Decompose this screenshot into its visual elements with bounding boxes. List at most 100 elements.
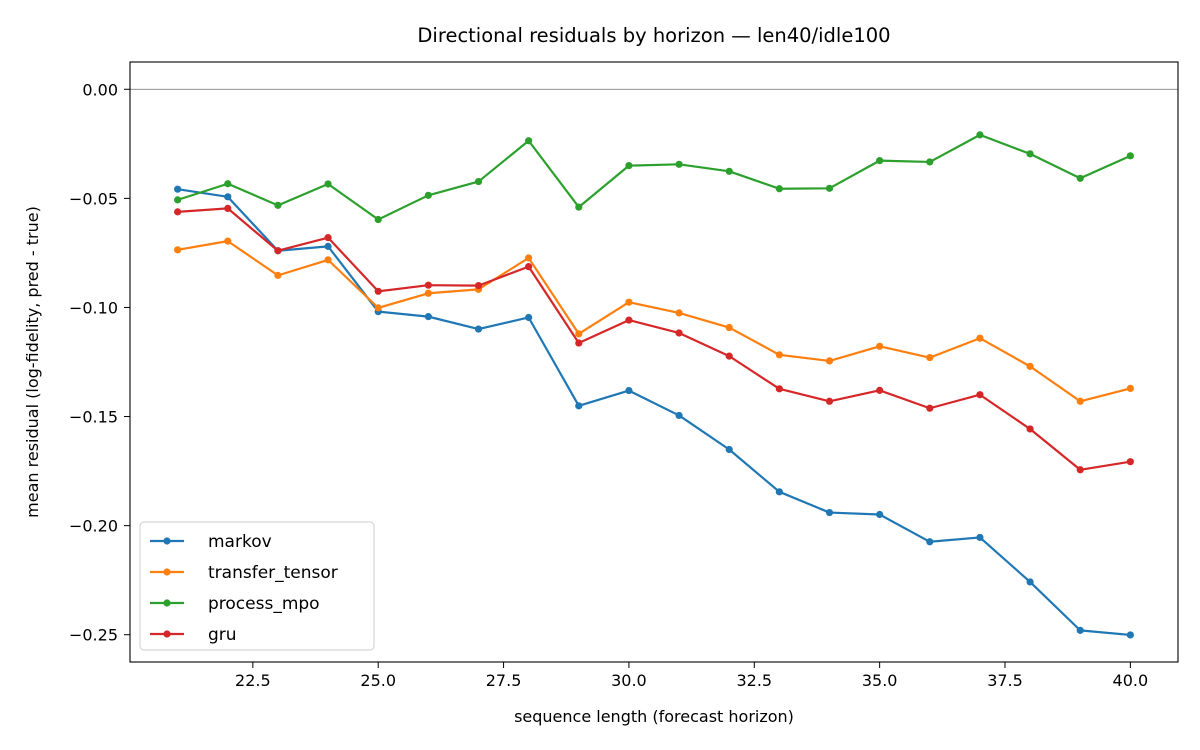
data-point-transfer_tensor — [525, 254, 533, 262]
legend-marker-process_mpo — [163, 599, 171, 607]
data-point-transfer_tensor — [625, 298, 633, 306]
y-axis-label: mean residual (log-fidelity, pred - true… — [23, 206, 42, 518]
data-point-gru — [625, 316, 633, 324]
legend-label-transfer_tensor: transfer_tensor — [208, 563, 338, 583]
data-point-gru — [525, 263, 533, 271]
data-point-process_mpo — [174, 196, 182, 204]
data-point-gru — [926, 404, 934, 412]
x-tick-label: 37.5 — [987, 671, 1023, 690]
data-point-gru — [174, 208, 182, 216]
x-tick-label: 27.5 — [486, 671, 522, 690]
data-point-gru — [1026, 425, 1034, 433]
data-point-gru — [1076, 466, 1084, 474]
data-point-transfer_tensor — [424, 289, 432, 297]
x-tick-label: 30.0 — [611, 671, 647, 690]
legend-marker-transfer_tensor — [163, 568, 171, 576]
data-point-gru — [575, 339, 583, 347]
data-point-markov — [675, 411, 683, 420]
legend-marker-markov — [163, 537, 171, 545]
y-tick-label: −0.20 — [69, 517, 118, 536]
data-point-gru — [1126, 458, 1134, 466]
data-point-transfer_tensor — [174, 246, 182, 254]
data-point-markov — [1026, 578, 1034, 586]
data-point-process_mpo — [1026, 150, 1034, 158]
data-point-process_mpo — [675, 160, 683, 168]
axes-frame — [129, 61, 1179, 663]
data-point-process_mpo — [825, 184, 834, 192]
x-tick-label: 22.5 — [235, 671, 271, 690]
data-point-transfer_tensor — [675, 309, 683, 317]
x-axis-label: sequence length (forecast horizon) — [514, 707, 794, 726]
data-point-process_mpo — [976, 131, 984, 139]
x-tick-label: 32.5 — [736, 671, 772, 690]
data-point-markov — [575, 402, 583, 410]
y-tick-label: −0.15 — [69, 408, 118, 427]
data-point-gru — [374, 287, 382, 295]
data-point-markov — [976, 533, 984, 542]
data-point-gru — [474, 282, 483, 290]
x-tick-label: 40.0 — [1113, 671, 1149, 690]
data-point-process_mpo — [274, 201, 282, 209]
data-point-gru — [424, 281, 432, 289]
data-point-process_mpo — [1076, 174, 1084, 182]
data-point-transfer_tensor — [825, 357, 834, 365]
data-point-markov — [825, 508, 834, 517]
data-point-process_mpo — [575, 203, 583, 211]
data-point-process_mpo — [224, 180, 232, 188]
data-point-transfer_tensor — [926, 354, 934, 362]
x-tick-label: 25.0 — [360, 671, 396, 690]
legend-label-gru: gru — [208, 625, 237, 645]
y-tick-label: −0.25 — [69, 626, 118, 645]
legend-marker-gru — [163, 630, 171, 638]
data-point-transfer_tensor — [374, 304, 382, 312]
data-point-transfer_tensor — [324, 256, 332, 264]
data-point-process_mpo — [525, 137, 533, 145]
data-point-gru — [675, 329, 683, 337]
data-point-markov — [1076, 626, 1084, 634]
series-line-process_mpo — [177, 133, 1131, 221]
data-point-markov — [725, 445, 733, 454]
data-point-process_mpo — [424, 191, 432, 199]
data-point-gru — [274, 247, 282, 255]
data-point-gru — [324, 234, 332, 242]
series-line-transfer_tensor — [177, 240, 1131, 403]
legend-box — [139, 521, 375, 651]
data-point-process_mpo — [775, 185, 783, 193]
data-point-markov — [926, 538, 934, 546]
y-tick-label: 0.00 — [82, 80, 118, 99]
y-tick-label: −0.05 — [69, 189, 118, 208]
data-point-gru — [976, 391, 984, 399]
data-point-markov — [876, 510, 884, 519]
data-point-process_mpo — [725, 167, 733, 175]
data-point-process_mpo — [876, 157, 884, 165]
x-tick-label: 35.0 — [862, 671, 898, 690]
data-point-gru — [725, 352, 733, 360]
data-point-transfer_tensor — [1026, 362, 1034, 370]
data-point-markov — [525, 313, 533, 322]
legend-label-markov: markov — [208, 532, 272, 552]
data-point-markov — [174, 185, 182, 193]
data-point-transfer_tensor — [1126, 384, 1134, 392]
series-line-gru — [177, 207, 1131, 471]
data-point-markov — [224, 193, 232, 201]
data-point-gru — [825, 397, 834, 405]
chart-title: Directional residuals by horizon — len40… — [417, 24, 890, 47]
data-point-markov — [625, 386, 633, 395]
data-point-gru — [224, 204, 232, 212]
data-point-transfer_tensor — [1076, 397, 1084, 405]
axes: 22.5 25.0 27.5 30.0 32.5 35.0 37.5 40.0 0.00 −0.0… — [69, 61, 1179, 690]
series-line-markov — [177, 188, 1131, 637]
data-point-gru — [775, 385, 783, 393]
data-point-process_mpo — [625, 162, 633, 170]
data-point-gru — [876, 386, 884, 394]
data-point-process_mpo — [926, 158, 934, 166]
data-point-process_mpo — [374, 215, 382, 224]
legend-label-process_mpo: process_mpo — [208, 594, 320, 614]
data-point-transfer_tensor — [775, 351, 783, 359]
data-point-markov — [324, 242, 332, 250]
data-point-markov — [474, 325, 483, 333]
data-point-transfer_tensor — [224, 237, 232, 245]
data-point-markov — [775, 488, 783, 496]
